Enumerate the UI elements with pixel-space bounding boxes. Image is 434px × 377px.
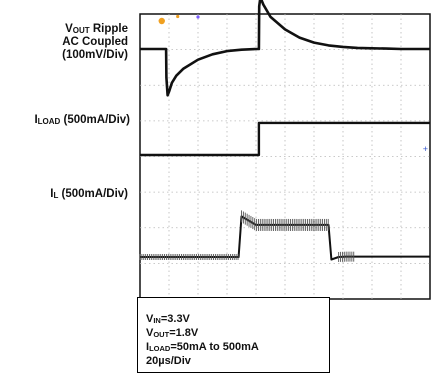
condition-iload: ILOAD=50mA to 500mA bbox=[146, 341, 259, 353]
condition-vin: VIN=3.3V bbox=[146, 313, 190, 325]
il-ringing bbox=[338, 251, 355, 262]
condition-vout: VOUT=1.8V bbox=[146, 327, 199, 339]
vout-ripple-trace bbox=[140, 0, 430, 97]
trigger-position-icon bbox=[176, 14, 180, 19]
channel-offset-icon: + bbox=[423, 144, 428, 154]
label-il: IL (500mA/Div) bbox=[50, 188, 128, 200]
scope-markers: + bbox=[158, 14, 428, 154]
scope-traces bbox=[139, 0, 430, 262]
label-iload: ILOAD (500mA/Div) bbox=[34, 114, 130, 126]
condition-timebase: 20µs/Div bbox=[146, 355, 191, 367]
label-vout-ripple: VOUT Ripple AC Coupled (100mV/Div) bbox=[62, 23, 128, 61]
il-ripple-band-heavy-load bbox=[241, 210, 329, 231]
conditions-box bbox=[137, 297, 330, 373]
cursor-marker-icon bbox=[196, 15, 200, 19]
trigger-marker-icon bbox=[158, 17, 165, 25]
il-ripple-band-light-load bbox=[139, 254, 239, 260]
iload-trace bbox=[140, 121, 430, 157]
